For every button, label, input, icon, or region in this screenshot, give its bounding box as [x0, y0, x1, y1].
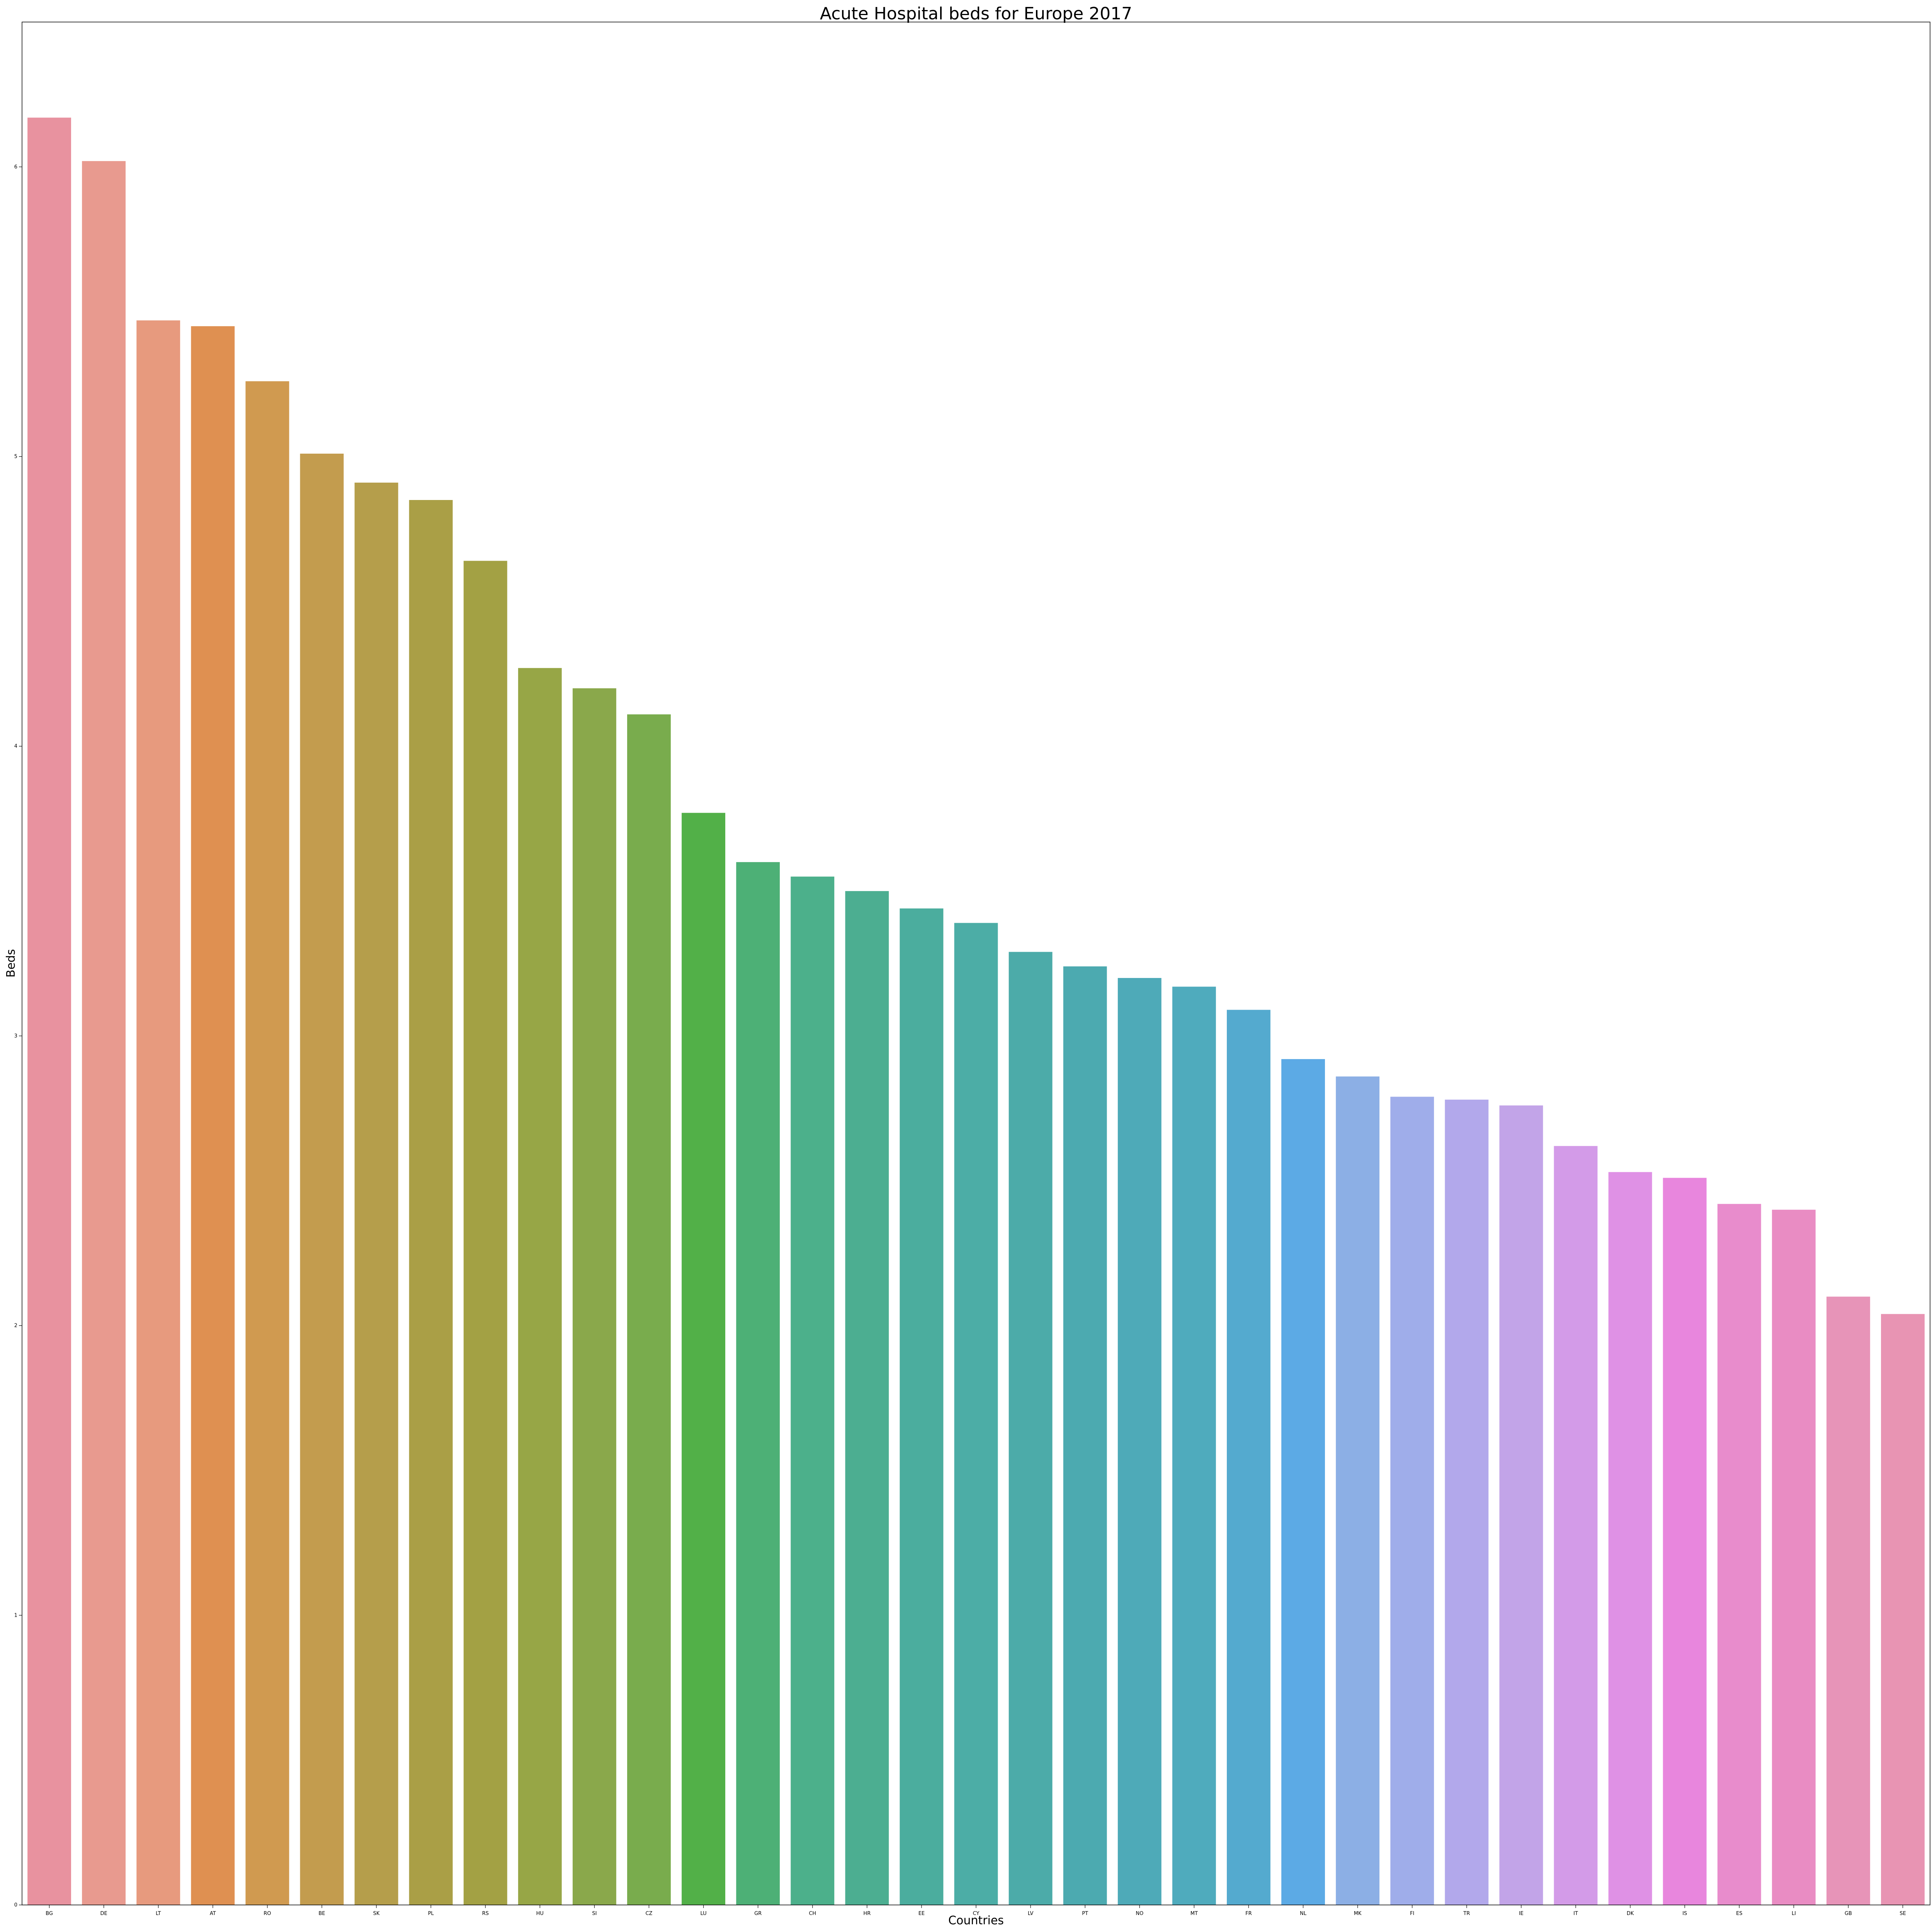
y-tick-label-5: 5: [14, 454, 17, 460]
bar-it: [1554, 1146, 1598, 1905]
x-tick-label-gb: GB: [1845, 1911, 1852, 1917]
x-tick-label-ie: IE: [1519, 1911, 1524, 1917]
bar-fi: [1390, 1097, 1434, 1905]
chart-title: Acute Hospital beds for Europe 2017: [820, 4, 1132, 24]
y-axis-label: Beds: [4, 949, 18, 978]
x-tick-label-no: NO: [1136, 1911, 1143, 1917]
bar-hu: [518, 668, 562, 1905]
x-tick-label-mt: MT: [1190, 1911, 1198, 1917]
bar-dk: [1608, 1172, 1652, 1905]
x-axis-label: Countries: [948, 1914, 1004, 1927]
y-tick-label-3: 3: [14, 1033, 17, 1039]
x-tick-label-bg: BG: [46, 1911, 53, 1917]
x-tick-label-pt: PT: [1082, 1911, 1088, 1917]
bars-group: [27, 117, 1925, 1905]
bar-se: [1881, 1314, 1925, 1905]
bar-be: [300, 454, 344, 1905]
y-tick-label-4: 4: [14, 743, 17, 749]
x-tick-label-dk: DK: [1627, 1911, 1634, 1917]
x-tick-label-lt: LT: [156, 1911, 161, 1917]
x-tick-label-si: SI: [592, 1911, 597, 1917]
x-tick-label-is: IS: [1682, 1911, 1687, 1917]
bar-pt: [1063, 966, 1107, 1905]
bar-pl: [409, 500, 453, 1905]
x-tick-label-at: AT: [210, 1911, 216, 1917]
bar-mt: [1172, 986, 1216, 1905]
bar-fr: [1226, 1010, 1270, 1905]
bar-tr: [1445, 1099, 1489, 1905]
bar-rs: [463, 561, 507, 1905]
bar-cy: [954, 923, 998, 1905]
bar-de: [82, 161, 126, 1905]
x-tick-label-hu: HU: [536, 1911, 544, 1917]
x-tick-label-mk: MK: [1354, 1911, 1362, 1917]
x-tick-label-cy: CY: [973, 1911, 980, 1917]
bar-sk: [354, 483, 398, 1905]
bar-lt: [136, 320, 180, 1905]
y-tick-label-1: 1: [14, 1612, 17, 1618]
x-tick-label-sk: SK: [373, 1911, 380, 1917]
x-tick-label-li: LI: [1792, 1911, 1796, 1917]
y-tick-label-0: 0: [14, 1902, 17, 1908]
bar-si: [572, 688, 616, 1905]
x-tick-label-rs: RS: [482, 1911, 489, 1917]
bar-gb: [1826, 1296, 1870, 1905]
bar-mk: [1336, 1076, 1380, 1905]
bar-no: [1117, 978, 1162, 1905]
bar-es: [1717, 1204, 1761, 1905]
x-tick-label-pl: PL: [428, 1911, 434, 1917]
bar-hr: [845, 891, 889, 1905]
y-axis-ticks: 0 1 2 3 4 5 6: [14, 164, 22, 1908]
bar-bg: [27, 117, 71, 1905]
x-tick-label-hr: HR: [863, 1911, 871, 1917]
x-tick-label-ch: CH: [809, 1911, 816, 1917]
x-tick-label-gr: GR: [754, 1911, 762, 1917]
x-tick-label-de: DE: [100, 1911, 107, 1917]
x-axis-ticks: BG DE LT AT RO BE SK PL RS HU SI CZ LU GR CH HR EE CY LV PT…: [46, 1905, 1906, 1917]
bar-nl: [1281, 1059, 1325, 1905]
bar-is: [1663, 1178, 1707, 1905]
y-tick-label-6: 6: [14, 164, 17, 170]
bar-gr: [736, 862, 780, 1905]
bar-at: [191, 326, 235, 1905]
plot-frame: [22, 22, 1930, 1905]
x-tick-label-lu: LU: [701, 1911, 707, 1917]
bar-cz: [627, 714, 671, 1905]
x-tick-label-nl: NL: [1300, 1911, 1307, 1917]
x-tick-label-be: BE: [318, 1911, 325, 1917]
bar-ie: [1499, 1105, 1543, 1905]
bar-lu: [682, 813, 726, 1905]
bar-li: [1772, 1209, 1816, 1905]
bar-lv: [1009, 952, 1053, 1905]
bar-ro: [245, 381, 289, 1905]
bar-ch: [791, 876, 835, 1905]
x-tick-label-lv: LV: [1028, 1911, 1034, 1917]
x-tick-label-fr: FR: [1245, 1911, 1252, 1917]
x-tick-label-tr: TR: [1463, 1911, 1470, 1917]
x-tick-label-se: SE: [1900, 1911, 1906, 1917]
x-tick-label-it: IT: [1573, 1911, 1578, 1917]
y-tick-label-2: 2: [14, 1323, 17, 1329]
x-tick-label-ro: RO: [264, 1911, 271, 1917]
x-tick-label-es: ES: [1736, 1911, 1742, 1917]
bar-ee: [900, 908, 944, 1905]
x-tick-label-ee: EE: [918, 1911, 925, 1917]
x-tick-label-fi: FI: [1410, 1911, 1414, 1917]
x-tick-label-cz: CZ: [645, 1911, 652, 1917]
